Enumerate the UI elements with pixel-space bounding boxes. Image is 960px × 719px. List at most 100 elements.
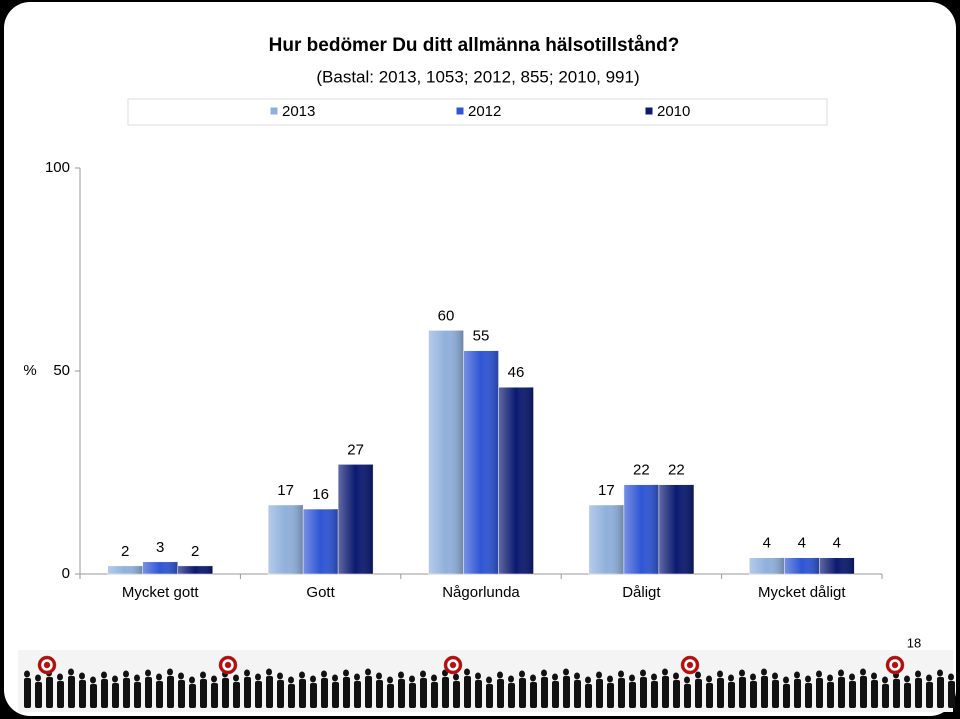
silhouette-head	[640, 669, 646, 677]
silhouette-body	[706, 683, 713, 708]
silhouette-body	[805, 683, 812, 708]
silhouette-head	[321, 670, 327, 678]
silhouette-body	[915, 678, 922, 708]
silhouette-head	[486, 676, 492, 684]
silhouette-head	[343, 669, 349, 677]
silhouette-head	[277, 672, 283, 680]
silhouette-body	[849, 681, 856, 708]
bar-shine	[498, 387, 534, 574]
bar-shine	[303, 509, 339, 574]
silhouette-head	[453, 673, 459, 681]
silhouette-body	[167, 676, 174, 708]
legend-label: 2013	[282, 103, 315, 120]
silhouette-head	[57, 673, 63, 681]
silhouette-body	[200, 679, 207, 708]
bar-shine	[658, 484, 694, 574]
silhouette-body	[728, 682, 735, 708]
silhouette-head	[827, 674, 833, 682]
silhouette-head	[915, 670, 921, 678]
silhouette-body	[310, 683, 317, 708]
silhouette-body	[772, 680, 779, 708]
silhouette-body	[321, 678, 328, 708]
silhouette-body	[574, 680, 581, 708]
silhouette-head	[101, 671, 107, 679]
bar-shine	[107, 565, 143, 574]
silhouette-head	[178, 672, 184, 680]
silhouette-head	[233, 674, 239, 682]
silhouette-body	[717, 678, 724, 708]
silhouette-body	[398, 679, 405, 708]
silhouette-body	[607, 683, 614, 708]
bar-shine	[338, 464, 374, 574]
silhouette-body	[277, 680, 284, 708]
silhouette-body	[838, 677, 845, 708]
x-tick-label: Någorlunda	[442, 584, 520, 601]
silhouette-head	[717, 670, 723, 678]
silhouette-body	[684, 684, 691, 708]
silhouette-head	[937, 669, 943, 677]
silhouette-head	[420, 670, 426, 678]
silhouette-body	[101, 679, 108, 708]
silhouette-head	[618, 670, 624, 678]
y-tick-label: 0	[62, 565, 70, 582]
silhouette-body	[497, 679, 504, 708]
bar-shine	[819, 557, 855, 574]
data-label: 17	[598, 482, 615, 499]
silhouette-head	[772, 672, 778, 680]
silhouette-head	[464, 668, 470, 676]
silhouette-head	[739, 669, 745, 677]
y-tick-label: 50	[53, 362, 70, 379]
data-label: 2	[121, 543, 129, 560]
silhouette-body	[343, 677, 350, 708]
silhouette-body	[860, 676, 867, 708]
silhouette-body	[926, 682, 933, 708]
data-label: 17	[277, 482, 294, 499]
data-label: 4	[763, 535, 771, 552]
silhouette-head	[882, 676, 888, 684]
bar-shine	[784, 557, 820, 574]
data-label: 4	[798, 535, 806, 552]
silhouette-head	[596, 671, 602, 679]
silhouette-body	[519, 678, 526, 708]
silhouette-head	[530, 674, 536, 682]
silhouette-head	[365, 668, 371, 676]
silhouette-body	[673, 680, 680, 708]
silhouette-body	[46, 677, 53, 708]
silhouette-head	[431, 674, 437, 682]
silhouette-head	[398, 671, 404, 679]
silhouette-body	[365, 676, 372, 708]
data-label: 22	[668, 462, 685, 479]
silhouette-head	[409, 675, 415, 683]
silhouette-head	[838, 669, 844, 677]
silhouette-head	[497, 671, 503, 679]
silhouette-body	[266, 676, 273, 708]
silhouette-body	[904, 683, 911, 708]
silhouette-head	[761, 668, 767, 676]
silhouette-head	[805, 675, 811, 683]
silhouette-body	[332, 682, 339, 708]
bar-shine	[142, 561, 178, 574]
silhouette-body	[827, 682, 834, 708]
silhouette-body	[937, 677, 944, 708]
silhouette-body	[420, 678, 427, 708]
silhouette-body	[145, 677, 152, 708]
silhouette-body	[662, 676, 669, 708]
silhouette-body	[387, 684, 394, 708]
silhouette-head	[904, 675, 910, 683]
silhouette-head	[607, 675, 613, 683]
silhouette-body	[255, 681, 262, 708]
silhouette-body	[530, 682, 537, 708]
bar-shine	[623, 484, 659, 574]
silhouette-body	[90, 684, 97, 708]
silhouette-body	[750, 681, 757, 708]
silhouette-body	[475, 680, 482, 708]
silhouette-head	[563, 668, 569, 676]
y-tick-label: 100	[45, 159, 70, 176]
silhouette-body	[739, 677, 746, 708]
silhouette-body	[563, 676, 570, 708]
silhouette-head	[266, 668, 272, 676]
silhouette-head	[90, 676, 96, 684]
silhouette-head	[750, 673, 756, 681]
